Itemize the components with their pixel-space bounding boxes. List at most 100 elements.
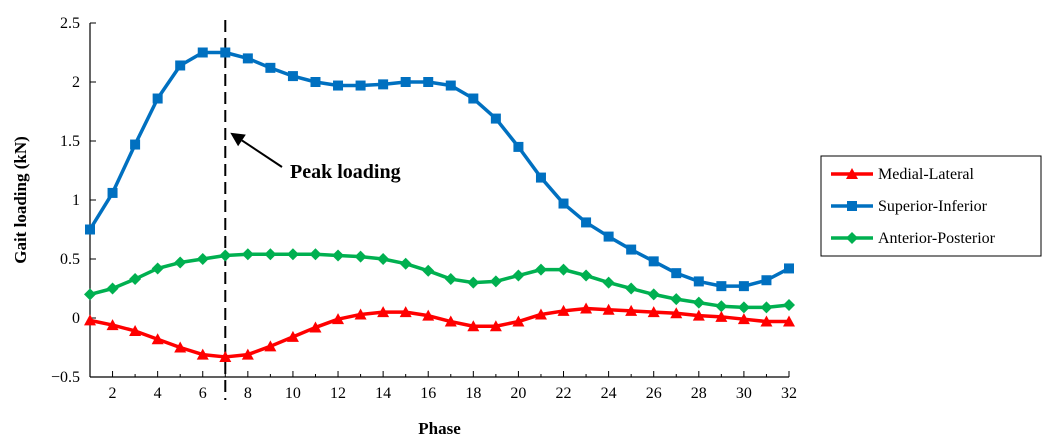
y-tick-label: 1.5 [60, 133, 80, 150]
medial-lateral-point [354, 308, 367, 320]
anterior-posterior-point [354, 250, 367, 263]
medial-lateral-point [715, 310, 728, 322]
series-line-medial-lateral [89, 306, 789, 359]
x-tick-label: 18 [465, 385, 481, 402]
x-tick-label: 4 [154, 385, 162, 402]
legend-label: Medial-Lateral [878, 166, 975, 183]
superior-inferior-point [310, 77, 321, 87]
medial-lateral-point [783, 315, 795, 327]
anterior-posterior-point [219, 249, 232, 262]
y-tick-label: 2 [72, 74, 80, 91]
anterior-posterior-point [625, 282, 638, 295]
medial-lateral-point [670, 307, 683, 319]
annotation-arrowhead [230, 132, 246, 147]
x-tick-label: 30 [736, 385, 752, 402]
superior-inferior-point [400, 77, 411, 87]
anterior-posterior-point [557, 263, 570, 276]
y-axis-title: Gait loading (kN) [11, 136, 30, 264]
medial-lateral-point [692, 309, 705, 321]
superior-inferior-point [333, 80, 344, 91]
medial-lateral-point [241, 348, 254, 360]
legend-label: Anterior-Posterior [878, 230, 996, 247]
anterior-posterior-point [602, 276, 615, 289]
superior-inferior-point [175, 60, 186, 71]
x-tick-label: 2 [109, 385, 117, 402]
anterior-posterior-point [106, 282, 119, 295]
annotation-text: Peak loading [290, 161, 401, 183]
annotation-arrow [241, 139, 283, 168]
medial-lateral-point [196, 348, 209, 360]
medial-lateral-point [444, 315, 457, 327]
superior-inferior-point [716, 281, 727, 292]
x-axis-title: Phase [418, 419, 461, 438]
anterior-posterior-point [264, 248, 277, 261]
x-tick-label: 20 [510, 385, 526, 402]
x-tick-label: 6 [199, 385, 207, 402]
series-superior-inferior [85, 47, 794, 292]
medial-lateral-point [760, 315, 773, 327]
legend-item-anterior-posterior: Anterior-Posterior [831, 230, 996, 247]
y-tick-label: 1 [72, 192, 80, 209]
superior-inferior-point [152, 93, 163, 104]
anterior-posterior-point [737, 301, 750, 314]
medial-lateral-point [129, 324, 142, 336]
y-tick-label: 0 [72, 310, 80, 327]
legend-medial-lateral-point [846, 168, 858, 179]
anterior-posterior-point [670, 293, 683, 306]
anterior-posterior-point [84, 288, 96, 301]
x-tick-label: 12 [330, 385, 346, 402]
superior-inferior-point [490, 113, 501, 124]
x-tick-label: 26 [646, 385, 662, 402]
superior-inferior-point [738, 281, 749, 292]
anterior-posterior-point [580, 269, 593, 282]
anterior-posterior-point [422, 264, 435, 277]
series-line-anterior-posterior [89, 252, 790, 310]
superior-inferior-point [581, 217, 592, 228]
superior-inferior-point [784, 263, 794, 274]
axes: 2 4 6 8 10 12 14 16 18 20 22 24 26 28 30 32 −0.500.511.… [51, 15, 797, 402]
legend: Medial-Lateral Superior-Inferior Anterior-… [820, 155, 1042, 257]
x-tick-label: 32 [781, 385, 797, 402]
anterior-posterior-point [444, 273, 457, 286]
anterior-posterior-point [309, 248, 322, 261]
y-ticks: −0.5 0 0.5 1 1.5 2 2.5 [51, 15, 96, 386]
x-tick-label: 24 [601, 385, 617, 402]
medial-lateral-point [174, 341, 187, 353]
anterior-posterior-point [129, 273, 142, 286]
series-anterior-posterior [84, 248, 795, 314]
superior-inferior-point [85, 224, 95, 235]
medial-lateral-point [309, 321, 322, 333]
x-tick-label: 22 [556, 385, 572, 402]
anterior-posterior-point [196, 253, 209, 265]
superior-inferior-point [355, 80, 366, 91]
series-line-superior-inferior [88, 50, 790, 288]
series [84, 47, 795, 362]
medial-lateral-point [467, 320, 480, 332]
superior-inferior-point [220, 47, 231, 58]
superior-inferior-point [513, 141, 524, 152]
superior-inferior-point [693, 276, 704, 287]
superior-inferior-point [648, 256, 659, 267]
anterior-posterior-point [174, 256, 187, 269]
medial-lateral-point [332, 313, 345, 325]
anterior-posterior-point [512, 269, 525, 282]
superior-inferior-point [423, 77, 434, 87]
annotation: Peak loading [230, 132, 401, 183]
superior-inferior-point [130, 139, 141, 150]
legend-superior-inferior-point [847, 201, 857, 211]
legend-item-medial-lateral: Medial-Lateral [831, 166, 975, 183]
medial-lateral-point [557, 304, 570, 316]
anterior-posterior-point [399, 257, 412, 270]
anterior-posterior-point [760, 301, 773, 314]
series-medial-lateral [84, 302, 795, 362]
superior-inferior-point [197, 47, 208, 58]
anterior-posterior-point [377, 253, 390, 265]
superior-inferior-point [287, 71, 298, 82]
medial-lateral-point [286, 330, 299, 342]
superior-inferior-point [107, 187, 118, 198]
anterior-posterior-point [489, 275, 502, 288]
medial-lateral-point [602, 303, 615, 315]
medial-lateral-point [737, 313, 750, 325]
medial-lateral-point [264, 340, 277, 352]
